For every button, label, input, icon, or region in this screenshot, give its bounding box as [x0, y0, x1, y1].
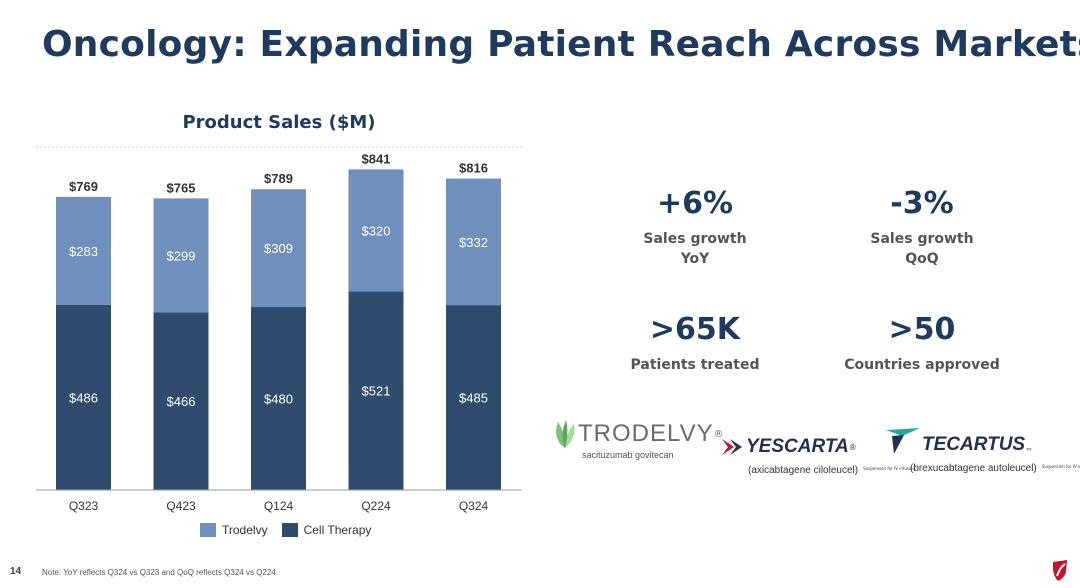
chart-title: Product Sales ($M) — [182, 112, 376, 133]
x-tick-label: Q423 — [166, 499, 196, 513]
total-label: $769 — [69, 179, 98, 194]
kpi-label-line1: Sales growth — [870, 231, 974, 247]
total-label: $816 — [459, 161, 488, 176]
legend-label-trodelvy: Trodelvy — [222, 523, 268, 537]
yescarta-generic: (axicabtagene ciloleucel) — [748, 465, 859, 476]
data-label-cell-therapy: $521 — [362, 384, 391, 399]
legend-swatch-cell-therapy — [281, 523, 298, 537]
data-label-cell-therapy: $486 — [69, 390, 98, 405]
data-label-trodelvy: $320 — [362, 223, 391, 238]
bar-trodelvy — [348, 169, 404, 292]
trodelvy-name: TRODELVY — [578, 420, 714, 447]
data-label-trodelvy: $283 — [69, 244, 98, 259]
kpi-value: +6% — [656, 186, 734, 221]
bar-trodelvy — [153, 198, 209, 313]
bar-trodelvy — [446, 178, 501, 306]
x-tick-label: Q124 — [264, 499, 294, 513]
kpi-value: >65K — [649, 312, 741, 347]
trodelvy-logo: TRODELVY ® sacituzumab govitecan — [552, 418, 724, 460]
data-label-trodelvy: $332 — [459, 235, 488, 250]
kpi-countries-approved: >50 Countries approved — [812, 312, 1032, 375]
legend-item-cell-therapy: Cell Therapy — [281, 523, 372, 537]
kpi-label-line2: YoY — [680, 251, 710, 267]
kpi-label: Patients treated — [585, 355, 805, 375]
trodelvy-leaf-icon — [556, 420, 575, 448]
legend-label-cell-therapy: Cell Therapy — [303, 523, 372, 537]
trodelvy-mark: ® — [713, 428, 724, 440]
kpi-qoq-growth: -3% Sales growth QoQ — [812, 186, 1032, 269]
kpi-label-line1: Countries approved — [844, 357, 1000, 373]
yescarta-form: Suspension for IV infusion — [863, 466, 916, 471]
tecartus-form: Suspension for IV infusion — [1041, 464, 1080, 469]
kpi-label: Sales growth YoY — [585, 229, 805, 269]
bar-trodelvy — [56, 196, 111, 305]
yescarta-chevron-icon — [722, 439, 742, 455]
tecartus-mark: ™ — [1025, 447, 1034, 456]
kpi-value: -3% — [890, 186, 954, 221]
kpi-patients-treated: >65K Patients treated — [585, 312, 805, 375]
legend-item-trodelvy: Trodelvy — [200, 523, 268, 537]
total-label: $765 — [167, 180, 196, 195]
kpi-label: Countries approved — [812, 355, 1032, 375]
kpi-value: >50 — [888, 312, 956, 347]
data-label-cell-therapy: $480 — [264, 392, 293, 407]
tecartus-logo: TECARTUS ™ (brexucabtagene autoleucel) Su… — [884, 426, 1080, 475]
kpi-label-line1: Sales growth — [643, 231, 747, 247]
total-label: $789 — [264, 171, 293, 186]
tecartus-name: TECARTUS — [922, 434, 1026, 455]
kpi-label: Sales growth QoQ — [812, 229, 1032, 269]
kpi-label-line1: Patients treated — [630, 357, 760, 373]
bar-cell-therapy — [348, 291, 404, 490]
slide-title: Oncology: Expanding Patient Reach Across… — [42, 24, 1080, 65]
trodelvy-generic: sacituzumab govitecan — [582, 450, 674, 460]
data-label-trodelvy: $299 — [167, 248, 196, 263]
footnote: Note: YoY reflects Q324 vs Q323 and QoQ … — [42, 568, 278, 577]
legend-swatch-trodelvy — [200, 523, 216, 537]
bar-cell-therapy — [251, 307, 306, 490]
data-label-trodelvy: $309 — [264, 241, 293, 256]
x-tick-label: Q324 — [459, 499, 489, 513]
kpi-yoy-growth: +6% Sales growth YoY — [585, 186, 805, 269]
x-tick-label: Q224 — [361, 499, 391, 513]
x-tick-label: Q323 — [69, 499, 99, 513]
data-label-cell-therapy: $485 — [459, 391, 488, 406]
bar-trodelvy — [251, 189, 306, 308]
tecartus-check-icon — [886, 428, 920, 454]
bar-cell-therapy — [153, 312, 209, 490]
chart-legend: Trodelvy Cell Therapy — [200, 523, 377, 537]
yescarta-name: YESCARTA — [746, 436, 849, 457]
total-label: $841 — [362, 151, 391, 166]
company-logo-icon — [1053, 560, 1067, 581]
page-number: 14 — [10, 566, 22, 577]
tecartus-generic: (brexucabtagene autoleucel) — [910, 463, 1037, 474]
data-label-cell-therapy: $466 — [167, 394, 196, 409]
yescarta-logo: YESCARTA ® (axicabtagene ciloleucel) Susp… — [720, 436, 916, 477]
kpi-label-line2: QoQ — [905, 251, 939, 267]
bar-cell-therapy — [446, 305, 501, 490]
yescarta-mark: ® — [848, 442, 857, 452]
bar-cell-therapy — [56, 304, 111, 490]
